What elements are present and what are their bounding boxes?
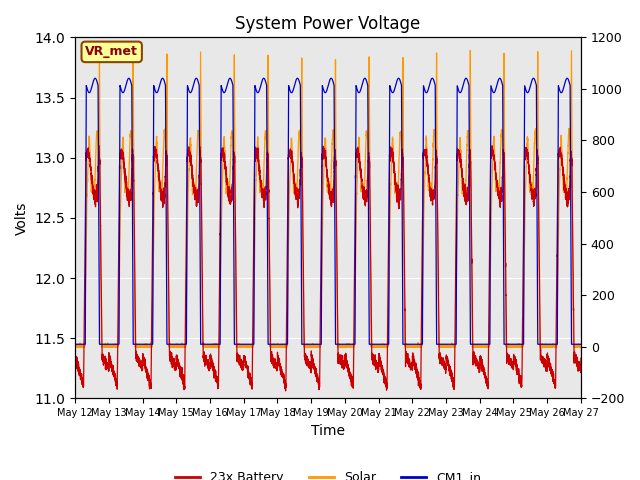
Line: 23x Battery: 23x Battery: [75, 145, 581, 391]
Solar: [180, 343, 188, 349]
Solar: [470, 343, 477, 348]
Solar: [95, 48, 103, 53]
23x Battery: [180, 379, 188, 384]
23x Battery: [397, 167, 405, 172]
Y-axis label: Volts: Volts: [15, 201, 29, 235]
CM1_in: [174, 341, 182, 347]
CM1_in: [470, 341, 477, 347]
CM1_in: [575, 341, 583, 347]
23x Battery: [575, 363, 583, 369]
23x Battery: [577, 356, 585, 361]
Title: System Power Voltage: System Power Voltage: [236, 15, 420, 33]
23x Battery: [71, 349, 79, 355]
Solar: [575, 343, 583, 349]
CM1_in: [260, 76, 268, 82]
CM1_in: [71, 341, 79, 347]
23x Battery: [260, 196, 268, 202]
23x Battery: [174, 360, 182, 366]
Solar: [577, 344, 585, 350]
Solar: [174, 344, 182, 350]
Line: Solar: Solar: [75, 50, 581, 347]
Line: CM1_in: CM1_in: [75, 78, 581, 344]
Legend: 23x Battery, Solar, CM1_in: 23x Battery, Solar, CM1_in: [170, 466, 486, 480]
23x Battery: [470, 350, 477, 356]
CM1_in: [193, 75, 200, 81]
CM1_in: [179, 341, 187, 347]
Solar: [260, 149, 268, 155]
CM1_in: [577, 341, 585, 347]
CM1_in: [397, 83, 405, 88]
23x Battery: [95, 143, 102, 148]
X-axis label: Time: Time: [311, 424, 345, 438]
Solar: [71, 344, 79, 350]
Solar: [397, 148, 405, 154]
23x Battery: [282, 388, 289, 394]
Text: VR_met: VR_met: [85, 46, 138, 59]
